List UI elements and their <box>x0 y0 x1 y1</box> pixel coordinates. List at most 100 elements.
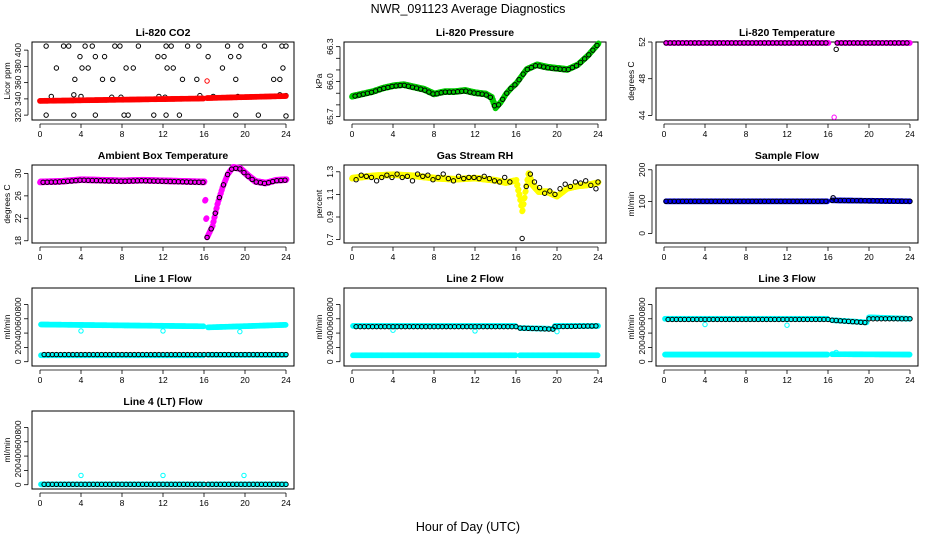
y-tick-label: 200 <box>13 463 23 477</box>
x-tick-label: 16 <box>199 498 209 508</box>
series-point-relative-humidity-hourly-mean-black <box>536 184 543 191</box>
y-tick-label: 400 <box>325 326 335 340</box>
x-tick-label: 0 <box>350 129 355 139</box>
y-axis-label: percent <box>314 189 324 218</box>
plot-area <box>662 314 913 358</box>
x-tick-label: 16 <box>823 252 833 262</box>
plot-frame <box>343 41 607 121</box>
series-point-reference-standards-black <box>205 53 211 60</box>
series-point-line-1-flow-cyan <box>160 328 166 334</box>
series-point-relative-humidity-hourly-mean-black <box>435 174 441 181</box>
series-point-box-temperature-hourly-mean-black <box>216 194 223 201</box>
series-point-reference-standards-black <box>280 65 286 71</box>
series-point-relative-humidity-hourly-mean-black <box>409 178 416 184</box>
series-point-relative-humidity-yellow <box>515 186 522 193</box>
series-point-relative-humidity-hourly-mean-black <box>455 173 462 180</box>
y-tick-label: 600 <box>13 434 23 448</box>
series-point-reference-standards-black <box>43 43 49 49</box>
x-tick-label: 16 <box>199 375 209 385</box>
series-point-reference-standards-black <box>135 43 142 49</box>
y-axis-label: degrees C <box>626 61 636 100</box>
series-point-relative-humidity-hourly-mean-black <box>491 178 498 184</box>
series-point-relative-humidity-hourly-mean-black <box>583 178 589 184</box>
y-axis-label: ml/min <box>314 314 324 339</box>
series-point-box-temperature-hourly-mean-black <box>224 171 231 178</box>
x-tick-label: 20 <box>552 375 562 385</box>
series-point-reference-standards-black <box>271 76 277 83</box>
plot-frame <box>31 164 295 244</box>
x-tick-label: 20 <box>240 252 250 262</box>
x-tick-label: 4 <box>79 375 84 385</box>
series-point-box-temperature-hourly-mean-black <box>237 166 243 172</box>
series-point-relative-humidity-hourly-mean-black <box>557 186 563 192</box>
series-point-relative-humidity-hourly-mean-black <box>486 175 493 182</box>
series-point-relative-humidity-hourly-mean-black <box>577 180 584 186</box>
x-tick-label: 20 <box>552 129 562 139</box>
series-point-temperature-hourly-mean-black <box>823 40 829 46</box>
series-point-reference-standards-black <box>77 53 83 60</box>
x-tick-label: 8 <box>120 375 125 385</box>
x-tick-label: 16 <box>823 375 833 385</box>
series-point-reference-standards-black <box>219 65 226 71</box>
y-tick-label: 320 <box>13 108 23 122</box>
series-point-pressure-hourly-mean-black <box>499 96 506 102</box>
y-tick-label: 0 <box>13 482 23 487</box>
y-tick-label: 52 <box>637 37 647 47</box>
series-point-relative-humidity-hourly-mean-black <box>445 175 452 182</box>
x-tick-label: 8 <box>744 375 749 385</box>
chart-title: Li-820 Pressure <box>436 27 514 39</box>
series-point-box-temperature-magenta <box>202 196 209 203</box>
series-point-temperature-hourly-mean-black <box>833 46 839 53</box>
series-point-reference-standards-black <box>179 76 186 83</box>
y-axis-label: kPa <box>314 73 324 88</box>
x-tick-label: 8 <box>120 498 125 508</box>
series-point-reference-standards-black <box>176 112 183 118</box>
y-tick-label: 800 <box>637 297 647 311</box>
series-point-reference-standards-black <box>163 43 169 49</box>
y-tick-label: 0 <box>13 359 23 364</box>
y-tick-label: 800 <box>13 297 23 311</box>
series-point-temperature-hourly-mean-black <box>904 40 910 46</box>
series-point-box-temperature-hourly-mean-black <box>249 176 255 183</box>
x-tick-label: 12 <box>158 498 168 508</box>
x-tick-label: 20 <box>864 252 874 262</box>
series-point-reference-standards-black <box>261 43 268 49</box>
series-point-line-3-flow-cyan <box>702 321 708 328</box>
series-point-line-2-flow-cyan <box>554 328 560 335</box>
y-axis-label: Licor ppm <box>2 62 12 99</box>
y-tick-label: 0 <box>637 359 647 364</box>
series-point-box-temperature-hourly-mean-black <box>245 173 251 179</box>
y-tick-label: 360 <box>13 75 23 89</box>
x-tick-label: 24 <box>905 252 915 262</box>
chart-title: Line 1 Flow <box>134 273 192 285</box>
series-point-reference-standards-black <box>227 53 234 60</box>
plot-frame <box>343 164 607 244</box>
y-tick-label: 66.3 <box>325 38 335 55</box>
y-axis-label: ml/min <box>2 314 12 339</box>
series-point-pressure-hourly-mean-black <box>581 56 588 62</box>
series-point-relative-humidity-hourly-mean-black <box>567 183 574 190</box>
y-tick-label: 400 <box>637 326 647 340</box>
chart-line-1-flow: Line 1 Flow ml/min 0 4 8 12 16 20 24 0 20040060080… <box>2 273 295 385</box>
series-point-reference-standards-black <box>112 43 118 49</box>
chart-li-820-pressure: Li-820 Pressure kPa 0 4 8 12 16 20 24 65.7 66.0 66.… <box>314 27 607 139</box>
x-tick-label: 12 <box>782 129 792 139</box>
plot-frame <box>31 41 295 121</box>
x-tick-label: 8 <box>744 252 749 262</box>
series-point-reference-standards-black <box>155 53 161 60</box>
y-tick-label: 340 <box>13 92 23 106</box>
y-tick-label: 0 <box>325 359 335 364</box>
y-tick-label: 22 <box>13 213 23 223</box>
x-tick-label: 4 <box>703 375 708 385</box>
plot-frame <box>655 41 919 121</box>
series-point-relative-humidity-yellow <box>514 181 521 188</box>
series-point-relative-humidity-hourly-mean-black <box>440 171 446 177</box>
series-point-line-1-flow-cyan <box>78 328 84 334</box>
series-point-reference-standards-black <box>196 43 202 49</box>
y-tick-label: 0.9 <box>325 211 335 223</box>
plot-frame <box>31 287 295 367</box>
x-tick-label: 0 <box>38 375 43 385</box>
series-point-reference-standards-black <box>92 112 99 118</box>
series-point-relative-humidity-hourly-mean-black <box>507 179 513 185</box>
